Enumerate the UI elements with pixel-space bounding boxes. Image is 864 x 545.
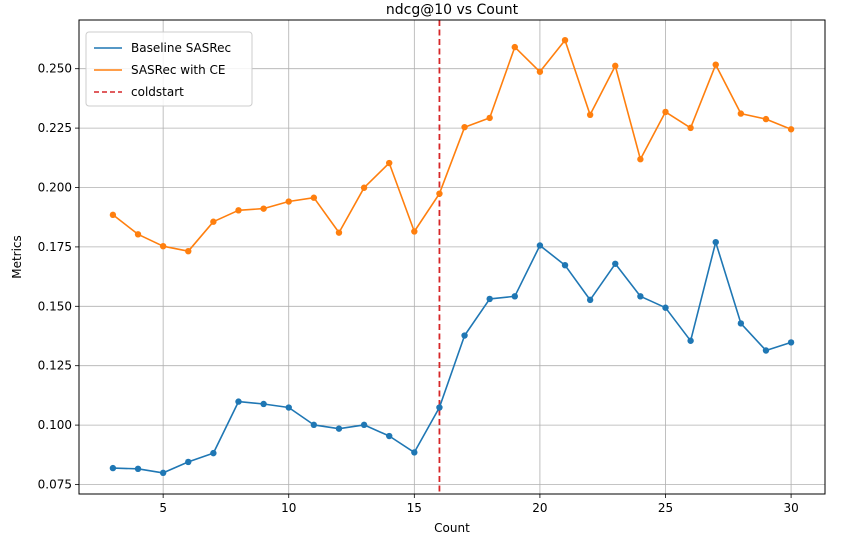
- x-tick-label: 30: [783, 501, 798, 515]
- legend-label-ce: SASRec with CE: [131, 63, 226, 77]
- legend-label-baseline: Baseline SASRec: [131, 41, 231, 55]
- plot-frame: [78, 19, 826, 495]
- x-tick-label: 20: [532, 501, 547, 515]
- data-point-ce: [285, 198, 292, 205]
- y-tick-label: 0.250: [38, 62, 72, 76]
- x-tick-label: 25: [658, 501, 673, 515]
- data-point-baseline: [712, 238, 719, 246]
- data-point-baseline: [561, 261, 569, 269]
- data-point-baseline: [360, 421, 368, 429]
- data-point-ce: [310, 194, 318, 201]
- data-point-ce: [386, 159, 393, 167]
- data-point-ce: [436, 190, 443, 197]
- data-point-ce: [536, 68, 544, 75]
- data-point-baseline: [511, 293, 518, 300]
- y-tick-label: 0.125: [38, 359, 72, 373]
- y-tick-label: 0.075: [38, 477, 72, 491]
- data-point-baseline: [310, 421, 318, 429]
- data-point-baseline: [612, 260, 619, 267]
- data-point-ce: [762, 115, 770, 123]
- y-tick-label: 0.200: [38, 181, 72, 195]
- data-point-baseline: [260, 400, 267, 408]
- data-point-baseline: [586, 296, 594, 304]
- data-point-ce: [787, 126, 795, 133]
- data-point-baseline: [536, 242, 544, 249]
- data-point-baseline: [159, 469, 167, 477]
- data-point-ce: [185, 247, 192, 255]
- data-point-ce: [210, 218, 217, 225]
- data-point-ce: [712, 61, 719, 68]
- x-tick-label: 5: [159, 501, 167, 515]
- data-point-baseline: [134, 465, 142, 473]
- data-point-baseline: [486, 295, 493, 303]
- x-tick-label: 10: [281, 501, 296, 515]
- data-point-baseline: [637, 293, 644, 300]
- series-group: [109, 36, 795, 477]
- data-point-ce: [235, 207, 242, 214]
- y-axis-label: Metrics: [10, 235, 24, 279]
- data-point-baseline: [762, 347, 770, 354]
- legend: Baseline SASRec SASRec with CE coldstart: [85, 31, 253, 107]
- data-point-ce: [411, 228, 418, 235]
- data-point-ce: [737, 110, 745, 117]
- x-axis-ticks: 5 10 15 20 25 30: [159, 494, 799, 515]
- legend-label-coldstart: coldstart: [131, 85, 184, 99]
- data-point-baseline: [662, 304, 669, 311]
- data-point-baseline: [109, 464, 117, 472]
- x-tick-label: 15: [407, 501, 422, 515]
- data-point-baseline: [285, 404, 292, 411]
- data-point-ce: [586, 111, 594, 119]
- data-point-baseline: [235, 398, 242, 405]
- series-line-ce: [112, 39, 792, 252]
- data-point-baseline: [411, 449, 418, 456]
- data-point-baseline: [335, 425, 343, 432]
- data-point-baseline: [386, 432, 393, 440]
- data-point-ce: [109, 211, 117, 219]
- data-point-ce: [486, 114, 493, 122]
- x-axis-label: Count: [434, 521, 470, 535]
- data-point-ce: [511, 43, 518, 51]
- data-point-ce: [461, 123, 468, 131]
- y-tick-label: 0.150: [38, 299, 72, 313]
- grid-lines: [79, 20, 825, 494]
- data-point-baseline: [687, 337, 694, 344]
- data-point-baseline: [737, 320, 745, 327]
- data-point-baseline: [461, 332, 468, 339]
- data-point-ce: [662, 108, 669, 116]
- data-point-baseline: [210, 449, 217, 457]
- y-tick-label: 0.100: [38, 418, 72, 432]
- y-tick-label: 0.175: [38, 240, 72, 254]
- series-line-baseline: [112, 241, 792, 474]
- data-point-ce: [687, 124, 694, 132]
- data-point-baseline: [185, 458, 192, 466]
- data-point-ce: [159, 242, 167, 250]
- data-point-ce: [260, 205, 267, 212]
- data-point-ce: [637, 156, 644, 163]
- y-axis-ticks: 0.075 0.100 0.125 0.150 0.175 0.200 0.225 0.250: [38, 62, 79, 491]
- y-tick-label: 0.225: [38, 121, 72, 135]
- data-point-ce: [612, 62, 619, 70]
- data-point-baseline: [787, 339, 795, 346]
- chart-title: ndcg@10 vs Count: [386, 2, 519, 18]
- legend-box: [85, 31, 253, 107]
- data-point-baseline: [436, 404, 443, 411]
- data-point-ce: [561, 36, 569, 44]
- data-point-ce: [360, 184, 368, 191]
- data-point-ce: [335, 229, 343, 236]
- data-point-ce: [134, 231, 142, 238]
